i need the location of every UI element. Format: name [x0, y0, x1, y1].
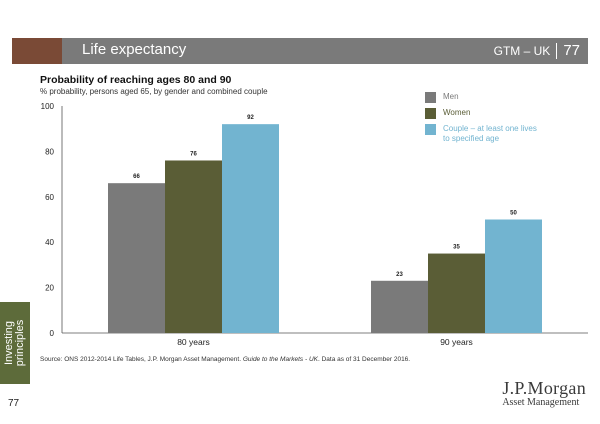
y-tick-label: 80 [45, 147, 54, 156]
side-tab: Investing principles [0, 302, 30, 384]
legend-item: Women [425, 108, 543, 119]
chart-title: Probability of reaching ages 80 and 90 [40, 74, 232, 86]
x-tick-label: 90 years [440, 337, 473, 347]
header-accent [12, 38, 62, 64]
legend-swatch [425, 108, 436, 119]
chart-subtitle: % probability, persons aged 65, by gende… [40, 87, 268, 96]
y-tick-label: 60 [45, 193, 54, 202]
legend-label: Couple – at least one lives to specified… [443, 124, 537, 143]
y-tick-label: 20 [45, 284, 54, 293]
bar [428, 253, 485, 333]
data-label: 66 [133, 174, 140, 180]
logo-line1: J.P.Morgan [502, 378, 586, 398]
data-label: 76 [190, 151, 197, 157]
section-label: GTM – UK [493, 43, 551, 58]
bar [371, 280, 428, 333]
y-tick-label: 40 [45, 238, 54, 247]
y-tick-label: 0 [50, 329, 55, 338]
header-page-number: 77 [563, 42, 580, 59]
y-tick-label: 100 [41, 102, 55, 111]
logo-line2: Asset Management [502, 397, 580, 408]
bar [165, 160, 222, 333]
side-tab-line2: principles [14, 319, 26, 367]
x-tick-label: 80 years [177, 337, 210, 347]
data-label: 23 [396, 272, 403, 278]
bar [108, 183, 165, 333]
header-divider [556, 42, 558, 59]
header-bar: Life expectancy GTM – UK 77 [12, 38, 588, 64]
header-right: GTM – UK 77 [494, 42, 580, 59]
page-number: 77 [8, 398, 20, 409]
legend-label: Women [443, 108, 471, 117]
legend-swatch [425, 92, 436, 103]
chart-legend: Men Women Couple – at least one lives to s… [425, 92, 543, 149]
legend-item: Couple – at least one lives to specified… [425, 124, 543, 144]
source-text: Source: ONS 2012-2014 Life Tables, J.P. … [40, 356, 243, 363]
data-label: 35 [453, 245, 460, 251]
data-label: 92 [247, 115, 254, 121]
data-label: 50 [510, 211, 517, 217]
jpmorgan-logo: J.P.Morgan Asset Management [502, 378, 586, 408]
legend-item: Men [425, 92, 543, 103]
bar [222, 124, 279, 333]
source-note: Source: ONS 2012-2014 Life Tables, J.P. … [40, 356, 410, 363]
legend-swatch [425, 124, 436, 135]
source-italic: Guide to the Markets - UK [242, 356, 318, 363]
side-tab-label: Investing principles [3, 319, 26, 367]
source-text-end: . Data as of 31 December 2016. [317, 356, 411, 363]
slide-title: Life expectancy [82, 41, 187, 58]
legend-label: Men [443, 92, 459, 101]
bar [485, 219, 542, 333]
